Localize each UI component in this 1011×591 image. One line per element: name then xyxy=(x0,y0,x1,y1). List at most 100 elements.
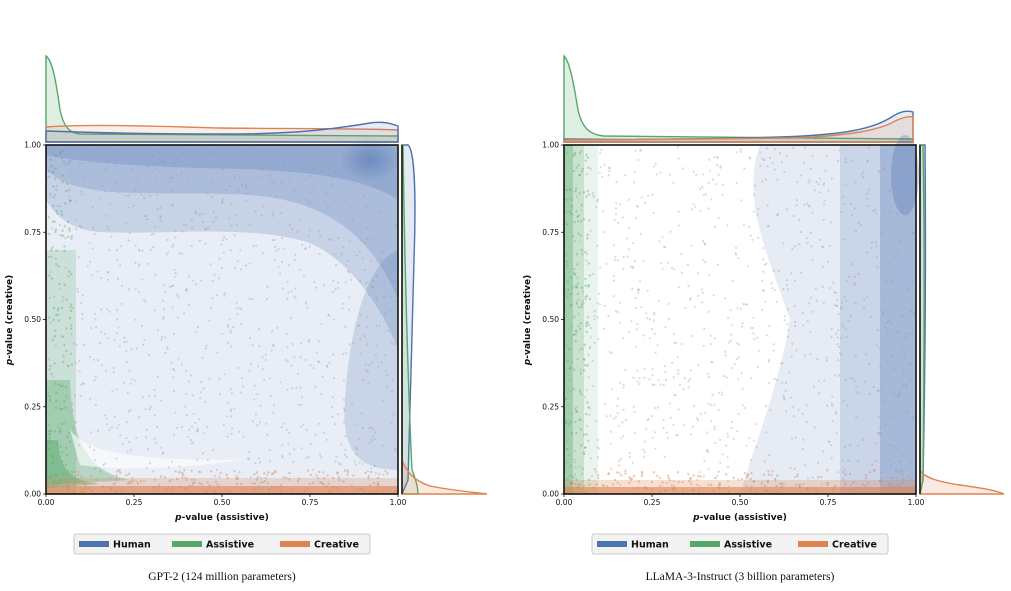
scatter-point-assistive xyxy=(584,159,587,162)
scatter-point xyxy=(592,385,595,388)
scatter-point xyxy=(776,178,779,181)
scatter-point xyxy=(57,424,60,427)
scatter-point-assistive xyxy=(54,329,57,332)
scatter-point xyxy=(170,460,174,463)
scatter-point-creative xyxy=(743,472,747,475)
scatter-point xyxy=(371,361,374,364)
scatter-point xyxy=(190,425,194,428)
scatter-point xyxy=(765,262,768,265)
scatter-point xyxy=(596,200,599,203)
scatter-point xyxy=(677,372,680,375)
scatter-point xyxy=(81,176,84,179)
scatter-point xyxy=(731,420,734,423)
scatter-point-assistive xyxy=(61,335,64,339)
scatter-point xyxy=(100,276,103,280)
scatter-point xyxy=(230,224,233,227)
scatter-point xyxy=(163,160,166,163)
scatter-point xyxy=(172,367,175,370)
scatter-point xyxy=(206,226,210,229)
scatter-point-assistive xyxy=(62,161,66,164)
scatter-point xyxy=(662,426,665,430)
scatter-point-creative xyxy=(360,487,363,491)
scatter-point xyxy=(879,427,882,430)
scatter-point xyxy=(719,164,722,167)
scatter-point xyxy=(367,381,370,384)
scatter-point xyxy=(708,169,712,172)
scatter-point xyxy=(157,485,160,488)
scatter-point xyxy=(77,444,80,447)
scatter-point-creative xyxy=(303,490,306,493)
scatter-point-assistive xyxy=(579,220,583,223)
scatter-point xyxy=(113,415,116,418)
scatter-point xyxy=(154,180,157,183)
scatter-point-creative xyxy=(236,476,240,479)
scatter-point-creative xyxy=(132,479,135,482)
scatter-point xyxy=(204,400,207,404)
scatter-point xyxy=(315,351,318,354)
scatter-point xyxy=(582,302,585,305)
scatter-point xyxy=(115,388,118,391)
scatter-point xyxy=(895,469,898,472)
scatter-point-creative xyxy=(198,482,201,485)
scatter-point xyxy=(596,438,600,441)
scatter-point xyxy=(808,205,811,208)
scatter-point xyxy=(674,394,678,397)
scatter-point xyxy=(191,394,194,397)
scatter-point xyxy=(828,440,831,443)
scatter-point xyxy=(658,490,662,493)
scatter-point-creative xyxy=(750,472,753,475)
scatter-point xyxy=(656,406,660,409)
kde-creative-core xyxy=(46,486,398,494)
scatter-point-creative xyxy=(274,471,277,474)
scatter-point xyxy=(806,477,810,480)
scatter-point xyxy=(737,343,740,346)
scatter-point xyxy=(96,359,99,362)
scatter-point xyxy=(761,157,764,160)
scatter-point-assistive xyxy=(574,189,577,193)
scatter-point-creative xyxy=(181,471,184,475)
scatter-point-creative xyxy=(577,486,580,489)
scatter-point-creative xyxy=(271,472,275,475)
scatter-point-assistive xyxy=(580,248,584,252)
x-tick-label: 0.25 xyxy=(644,498,661,507)
scatter-point-creative xyxy=(766,480,770,484)
scatter-point xyxy=(304,358,307,361)
scatter-point xyxy=(775,300,778,303)
scatter-point-creative xyxy=(219,471,222,474)
scatter-point xyxy=(841,459,844,462)
scatter-point xyxy=(319,235,322,238)
scatter-point-assistive xyxy=(570,276,573,279)
scatter-point xyxy=(866,204,869,208)
scatter-point xyxy=(892,368,895,371)
scatter-point-assistive xyxy=(585,412,588,416)
scatter-point xyxy=(751,238,754,241)
scatter-point xyxy=(653,383,656,386)
scatter-point xyxy=(162,315,165,318)
scatter-point xyxy=(740,199,743,202)
scatter-point xyxy=(145,428,148,431)
scatter-point xyxy=(568,454,571,457)
scatter-point xyxy=(586,490,590,493)
scatter-point xyxy=(587,376,590,379)
scatter-point-creative xyxy=(279,484,283,487)
scatter-point-assistive xyxy=(62,355,65,358)
scatter-point-assistive xyxy=(57,307,60,310)
scatter-point xyxy=(849,377,852,380)
scatter-point-creative xyxy=(82,490,85,493)
scatter-point xyxy=(691,335,694,338)
scatter-point xyxy=(161,299,165,302)
scatter-point-creative xyxy=(602,485,605,488)
scatter-point xyxy=(185,290,188,293)
scatter-point xyxy=(158,483,161,486)
scatter-point xyxy=(860,224,863,227)
scatter-point xyxy=(355,446,358,449)
scatter-point xyxy=(204,347,207,350)
scatter-point xyxy=(221,266,224,270)
scatter-point xyxy=(840,336,843,339)
scatter-point-creative xyxy=(87,487,91,490)
scatter-point xyxy=(204,242,207,245)
scatter-point-assistive xyxy=(586,190,589,193)
scatter-point xyxy=(60,334,63,337)
scatter-point xyxy=(695,478,699,481)
scatter-point xyxy=(282,287,285,290)
